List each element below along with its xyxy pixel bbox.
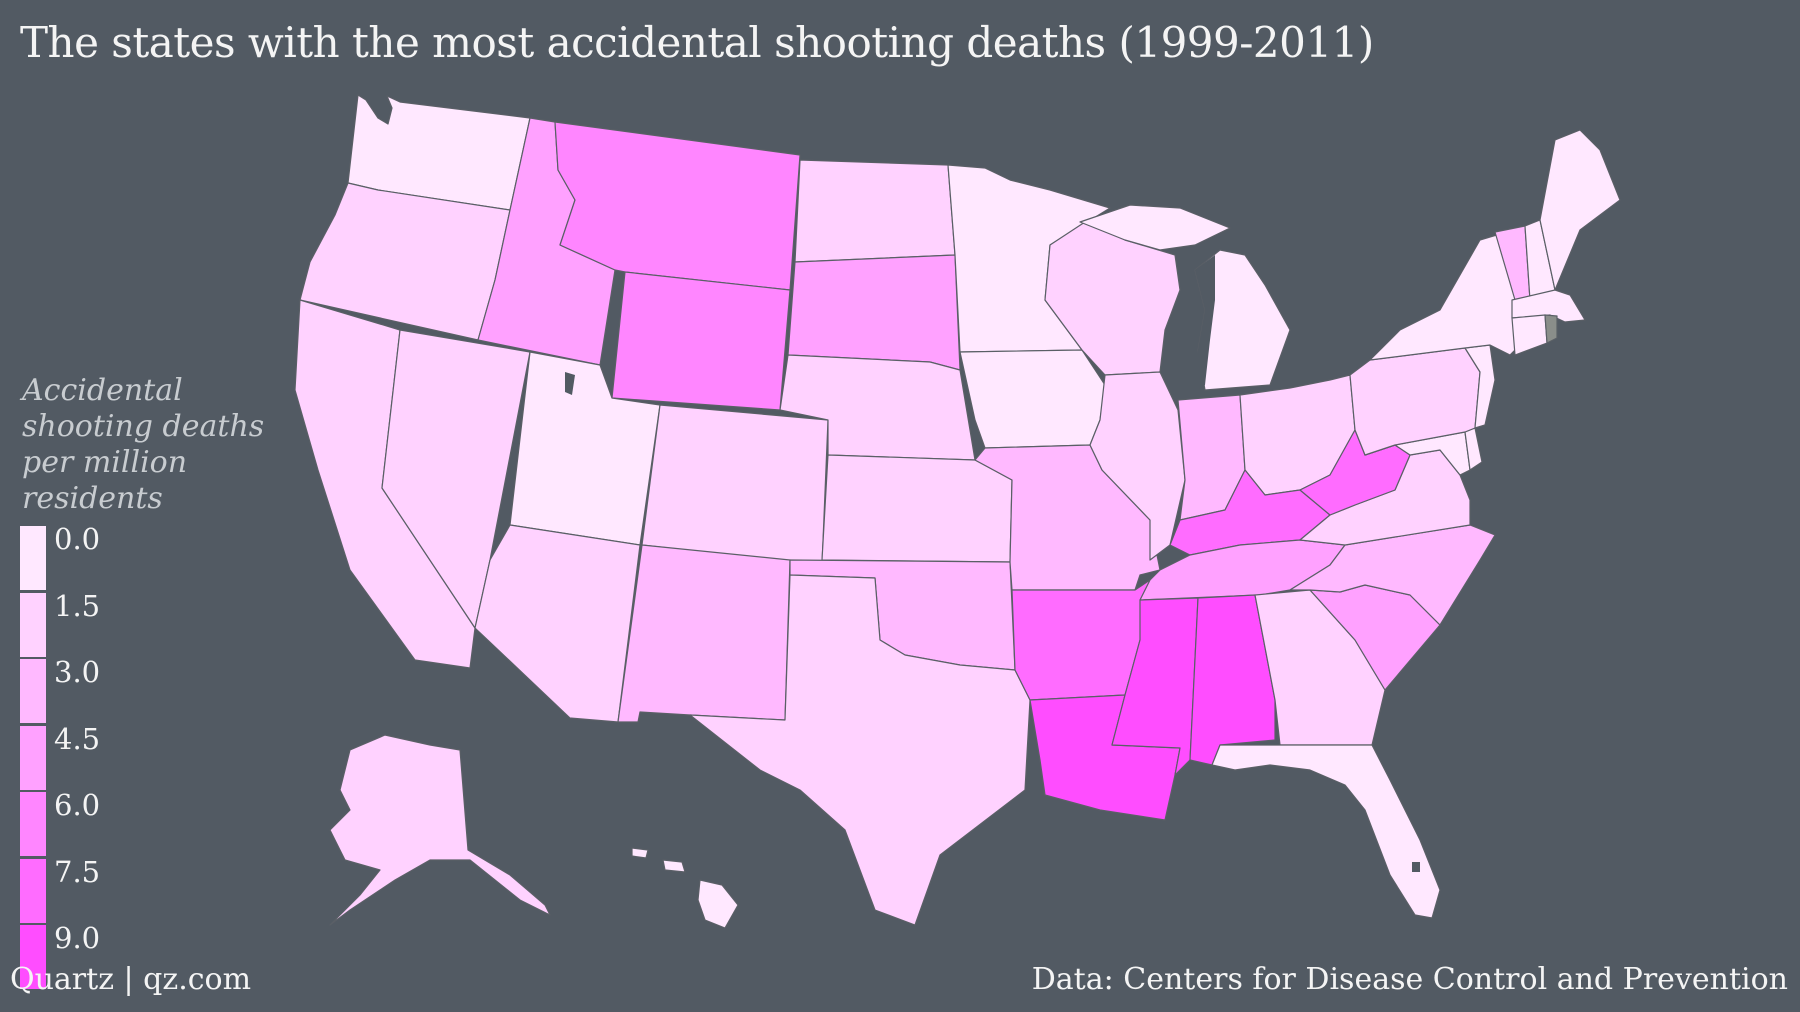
legend-swatch-2 xyxy=(20,659,46,723)
legend-title-line: residents xyxy=(22,481,163,516)
state-north-dakota xyxy=(794,159,956,263)
state-montana xyxy=(554,121,801,291)
footer-data-credit: Data: Centers for Disease Control and Pr… xyxy=(1031,962,1788,997)
state-florida xyxy=(1211,744,1441,919)
legend-swatch-5 xyxy=(20,858,46,923)
state-hawaii xyxy=(697,879,739,929)
state-wyoming xyxy=(611,271,791,411)
legend-label-1: 1.5 xyxy=(54,588,101,623)
legend-label-5: 7.5 xyxy=(54,854,101,889)
state-kansas xyxy=(821,454,1013,563)
legend-title-line: per million xyxy=(22,445,188,480)
legend-title: Accidental shooting deaths per million r… xyxy=(22,373,282,517)
state-maine xyxy=(1539,129,1621,291)
legend-label-4: 6.0 xyxy=(54,788,101,822)
legend-swatch-3 xyxy=(20,725,46,790)
legend-label-2: 3.0 xyxy=(54,655,101,689)
legend-swatch-1 xyxy=(20,592,46,657)
state-texas xyxy=(689,574,1031,926)
footer-source-brand: Quartz | qz.com xyxy=(10,962,252,997)
legend-title-line: Accidental xyxy=(22,373,183,408)
legend-swatch-6 xyxy=(20,925,46,989)
state-north-carolina xyxy=(1289,524,1496,626)
great-salt-lake xyxy=(565,372,575,395)
state-new-mexico xyxy=(617,544,791,723)
state-alaska xyxy=(329,734,551,926)
state-michigan-upper xyxy=(1079,204,1231,251)
legend-label-3: 4.5 xyxy=(54,721,101,756)
legend-label-0: 0.0 xyxy=(54,522,101,556)
state-arizona xyxy=(474,524,641,723)
legend-label-6: 9.0 xyxy=(54,921,101,955)
color-legend: 0.0 1.5 3.0 4.5 6.0 7.5 9.0 xyxy=(20,522,150,989)
state-illinois xyxy=(1089,371,1186,561)
state-colorado xyxy=(641,404,829,566)
state-south-dakota xyxy=(787,254,961,371)
state-connecticut xyxy=(1511,314,1548,356)
chart-title: The states with the most accidental shoo… xyxy=(20,18,1374,67)
legend-title-line: shooting deaths xyxy=(22,409,265,444)
state-iowa xyxy=(959,349,1106,449)
state-hawaii-islands xyxy=(631,847,686,873)
state-rhode-island xyxy=(1544,314,1558,344)
lake-michigan xyxy=(1195,255,1215,390)
legend-swatch-0 xyxy=(20,526,46,590)
lake-okeechobee xyxy=(1412,862,1420,872)
legend-swatch-4 xyxy=(20,792,46,856)
